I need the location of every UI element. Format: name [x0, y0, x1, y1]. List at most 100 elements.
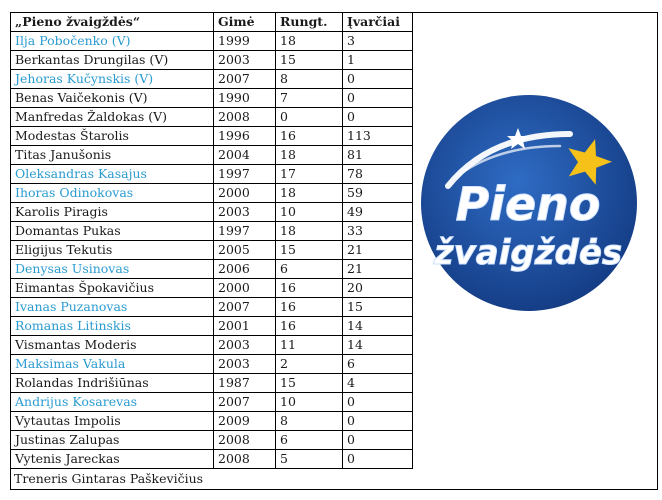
goals-scored: 21	[342, 240, 413, 260]
table-row: Andrijus Kosarevas 2007 10 0	[10, 392, 413, 412]
player-name[interactable]: Ihoras Odinokovas	[10, 183, 214, 203]
birth-year: 2000	[213, 278, 276, 298]
player-name: Vismantas Moderis	[10, 335, 214, 355]
table-row: Romanas Litinskis 2001 16 14	[10, 316, 413, 336]
games-played: 5	[275, 449, 343, 469]
birth-year: 1997	[213, 164, 276, 184]
table-row: Denysas Usinovas 2006 6 21	[10, 259, 413, 279]
player-name[interactable]: Ivanas Puzanovas	[10, 297, 214, 317]
header-row: „Pieno žvaigždės“ Gimė Rungt. Įvarčiai	[10, 12, 413, 32]
table-row: Vytenis Jareckas 2008 5 0	[10, 449, 413, 469]
player-name: Karolis Piragis	[10, 202, 214, 222]
player-name[interactable]: Jehoras Kučynskis (V)	[10, 69, 214, 89]
logo-word-pieno: Pieno	[455, 177, 600, 231]
player-name: Modestas Štarolis	[10, 126, 214, 146]
goals-scored: 14	[342, 316, 413, 336]
goals-scored: 15	[342, 297, 413, 317]
player-name: Rolandas Indrišiūnas	[10, 373, 214, 393]
player-name[interactable]: Romanas Litinskis	[10, 316, 214, 336]
goals-scored: 0	[342, 69, 413, 89]
table-row: Titas Janušonis 2004 18 81	[10, 145, 413, 165]
games-played: 11	[275, 335, 343, 355]
goals-scored: 81	[342, 145, 413, 165]
birth-year: 1996	[213, 126, 276, 146]
player-name: Manfredas Žaldokas (V)	[10, 107, 214, 127]
player-name: Eligijus Tekutis	[10, 240, 214, 260]
table-row: Ihoras Odinokovas 2000 18 59	[10, 183, 413, 203]
games-played: 15	[275, 373, 343, 393]
player-name: Eimantas Špokavičius	[10, 278, 214, 298]
goals-scored: 14	[342, 335, 413, 355]
games-played: 15	[275, 240, 343, 260]
player-name: Vytautas Impolis	[10, 411, 214, 431]
goals-scored: 49	[342, 202, 413, 222]
player-name[interactable]: Maksimas Vakula	[10, 354, 214, 374]
player-name: Berkantas Drungilas (V)	[10, 50, 214, 70]
player-name[interactable]: Ilja Pobočenko (V)	[10, 31, 214, 51]
birth-year: 2006	[213, 259, 276, 279]
table-row: Vismantas Moderis 2003 11 14	[10, 335, 413, 355]
table-row: Ivanas Puzanovas 2007 16 15	[10, 297, 413, 317]
games-played: 16	[275, 297, 343, 317]
table-row: Ilja Pobočenko (V) 1999 18 3	[10, 31, 413, 51]
birth-year: 2008	[213, 430, 276, 450]
player-name[interactable]: Oleksandras Kasajus	[10, 164, 214, 184]
player-name: Justinas Zalupas	[10, 430, 214, 450]
birth-year: 2003	[213, 335, 276, 355]
games-played: 10	[275, 392, 343, 412]
goals-scored: 3	[342, 31, 413, 51]
goals-scored: 20	[342, 278, 413, 298]
goals-scored: 0	[342, 88, 413, 108]
star-icon	[568, 139, 612, 185]
games-played: 18	[275, 145, 343, 165]
logo-circle	[421, 95, 637, 311]
player-name: Benas Vaičekonis (V)	[10, 88, 214, 108]
games-played: 2	[275, 354, 343, 374]
player-name[interactable]: Andrijus Kosarevas	[10, 392, 214, 412]
header-born: Gimė	[213, 12, 276, 32]
games-played: 8	[275, 411, 343, 431]
logo-word-zvaigzdes: žvaigždės	[433, 233, 622, 273]
pieno-zvaigzdes-logo: Pieno žvaigždės	[421, 95, 637, 311]
birth-year: 2009	[213, 411, 276, 431]
goals-scored: 21	[342, 259, 413, 279]
games-played: 0	[275, 107, 343, 127]
table-row: Karolis Piragis 2003 10 49	[10, 202, 413, 222]
birth-year: 2008	[213, 449, 276, 469]
games-played: 18	[275, 221, 343, 241]
games-played: 18	[275, 183, 343, 203]
games-played: 15	[275, 50, 343, 70]
games-played: 16	[275, 278, 343, 298]
birth-year: 1999	[213, 31, 276, 51]
header-games: Rungt.	[275, 12, 343, 32]
goals-scored: 0	[342, 411, 413, 431]
games-played: 16	[275, 316, 343, 336]
player-name: Vytenis Jareckas	[10, 449, 214, 469]
games-played: 6	[275, 430, 343, 450]
birth-year: 1997	[213, 221, 276, 241]
goals-scored: 6	[342, 354, 413, 374]
table-row: Domantas Pukas 1997 18 33	[10, 221, 413, 241]
roster-body: Ilja Pobočenko (V) 1999 18 3 Berkantas Drung…	[10, 31, 413, 469]
birth-year: 2001	[213, 316, 276, 336]
table-row: Eligijus Tekutis 2005 15 21	[10, 240, 413, 260]
birth-year: 1990	[213, 88, 276, 108]
goals-scored: 0	[342, 430, 413, 450]
header-team: „Pieno žvaigždės“	[10, 12, 214, 32]
player-name[interactable]: Denysas Usinovas	[10, 259, 214, 279]
table-row: Vytautas Impolis 2009 8 0	[10, 411, 413, 431]
games-played: 6	[275, 259, 343, 279]
birth-year: 2003	[213, 354, 276, 374]
birth-year: 2007	[213, 392, 276, 412]
games-played: 10	[275, 202, 343, 222]
games-played: 8	[275, 69, 343, 89]
games-played: 18	[275, 31, 343, 51]
goals-scored: 1	[342, 50, 413, 70]
star-trail-thin	[458, 144, 562, 176]
player-name: Domantas Pukas	[10, 221, 214, 241]
goals-scored: 0	[342, 449, 413, 469]
table-row: Justinas Zalupas 2008 6 0	[10, 430, 413, 450]
table-row: Jehoras Kučynskis (V) 2007 8 0	[10, 69, 413, 89]
goals-scored: 59	[342, 183, 413, 203]
goals-scored: 0	[342, 392, 413, 412]
